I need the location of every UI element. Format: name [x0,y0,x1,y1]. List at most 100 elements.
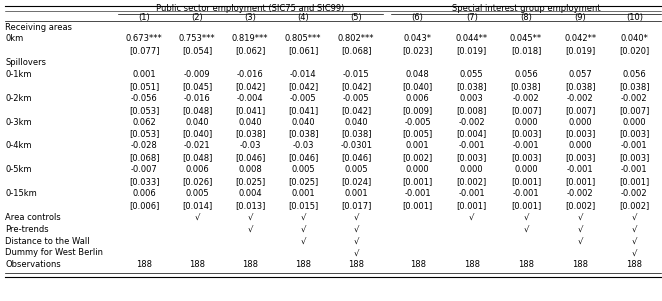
Text: -0.001: -0.001 [567,165,593,174]
Text: [0.003]: [0.003] [619,129,649,138]
Text: (6): (6) [412,13,424,22]
Text: [0.023]: [0.023] [402,46,433,55]
Text: -0.03: -0.03 [240,141,261,150]
Text: [0.002]: [0.002] [619,201,649,210]
Text: [0.038]: [0.038] [457,82,487,91]
Text: 0.057: 0.057 [568,70,592,79]
Text: [0.046]: [0.046] [288,153,318,162]
Text: √: √ [577,225,583,234]
Text: √: √ [354,248,359,257]
Text: [0.042]: [0.042] [235,82,265,91]
Text: √: √ [301,225,306,234]
Text: -0.002: -0.002 [621,189,647,198]
Text: -0.001: -0.001 [459,189,485,198]
Text: [0.042]: [0.042] [341,82,371,91]
Text: 0.056: 0.056 [622,70,646,79]
Text: 0.006: 0.006 [406,94,430,103]
Text: Dummy for West Berlin: Dummy for West Berlin [5,248,103,257]
Text: 188: 188 [518,260,534,269]
Text: 0-1km: 0-1km [5,70,32,79]
Text: -0.001: -0.001 [512,141,540,150]
Text: -0.002: -0.002 [567,94,593,103]
Text: 0.000: 0.000 [514,165,538,174]
Text: [0.014]: [0.014] [182,201,213,210]
Text: 0.753***: 0.753*** [179,34,216,43]
Text: 0.006: 0.006 [185,165,209,174]
Text: [0.025]: [0.025] [235,177,265,186]
Text: [0.042]: [0.042] [288,82,318,91]
Text: -0.002: -0.002 [512,94,540,103]
Text: -0.001: -0.001 [621,141,647,150]
Text: [0.048]: [0.048] [182,106,213,115]
Text: -0.002: -0.002 [621,94,647,103]
Text: 0-2km: 0-2km [5,94,32,103]
Text: -0.005: -0.005 [290,94,316,103]
Text: [0.038]: [0.038] [288,129,318,138]
Text: [0.005]: [0.005] [402,129,433,138]
Text: [0.046]: [0.046] [235,153,265,162]
Text: Area controls: Area controls [5,213,61,222]
Text: -0.005: -0.005 [343,94,369,103]
Text: √: √ [469,213,475,222]
Text: [0.015]: [0.015] [288,201,318,210]
Text: [0.061]: [0.061] [288,46,318,55]
Text: (2): (2) [191,13,203,22]
Text: 0.056: 0.056 [514,70,538,79]
Text: (4): (4) [297,13,309,22]
Text: √: √ [523,213,529,222]
Text: √: √ [248,213,253,222]
Text: (5): (5) [350,13,362,22]
Text: 0.001: 0.001 [291,189,315,198]
Text: [0.003]: [0.003] [511,153,541,162]
Text: [0.007]: [0.007] [511,106,541,115]
Text: 188: 188 [348,260,364,269]
Text: 188: 188 [410,260,426,269]
Text: Distance to the Wall: Distance to the Wall [5,237,90,246]
Text: [0.006]: [0.006] [129,201,160,210]
Text: 0.045**: 0.045** [510,34,542,43]
Text: -0.004: -0.004 [237,94,263,103]
Text: [0.026]: [0.026] [182,177,213,186]
Text: 0.040: 0.040 [344,118,368,127]
Text: 188: 188 [464,260,480,269]
Text: 0.040: 0.040 [238,118,262,127]
Text: [0.038]: [0.038] [235,129,265,138]
Text: 0.048: 0.048 [406,70,430,79]
Text: -0.021: -0.021 [184,141,211,150]
Text: [0.051]: [0.051] [129,82,160,91]
Text: 0-15km: 0-15km [5,189,37,198]
Text: 188: 188 [242,260,258,269]
Text: [0.041]: [0.041] [235,106,265,115]
Text: [0.033]: [0.033] [129,177,160,186]
Text: (10): (10) [626,13,643,22]
Text: 0.000: 0.000 [622,118,646,127]
Text: [0.024]: [0.024] [341,177,371,186]
Text: [0.053]: [0.053] [129,129,160,138]
Text: 0.042**: 0.042** [564,34,596,43]
Text: Public sector employment (SIC75 and SIC99): Public sector employment (SIC75 and SIC9… [156,4,344,13]
Text: √: √ [301,213,306,222]
Text: 0.005: 0.005 [185,189,209,198]
Text: [0.009]: [0.009] [402,106,433,115]
Text: -0.009: -0.009 [184,70,211,79]
Text: [0.062]: [0.062] [235,46,265,55]
Text: √: √ [632,225,637,234]
Text: [0.038]: [0.038] [619,82,649,91]
Text: [0.001]: [0.001] [619,177,649,186]
Text: [0.041]: [0.041] [288,106,318,115]
Text: 0-4km: 0-4km [5,141,32,150]
Text: [0.002]: [0.002] [565,201,595,210]
Text: 0.673***: 0.673*** [126,34,163,43]
Text: √: √ [195,213,200,222]
Text: [0.001]: [0.001] [565,177,595,186]
Text: 0.005: 0.005 [344,165,368,174]
Text: [0.038]: [0.038] [565,82,595,91]
Text: -0.002: -0.002 [459,118,485,127]
Text: -0.014: -0.014 [290,70,316,79]
Text: 0.062: 0.062 [132,118,156,127]
Text: (1): (1) [138,13,150,22]
Text: -0.007: -0.007 [131,165,158,174]
Text: [0.054]: [0.054] [182,46,213,55]
Text: 0.000: 0.000 [568,118,592,127]
Text: [0.020]: [0.020] [619,46,649,55]
